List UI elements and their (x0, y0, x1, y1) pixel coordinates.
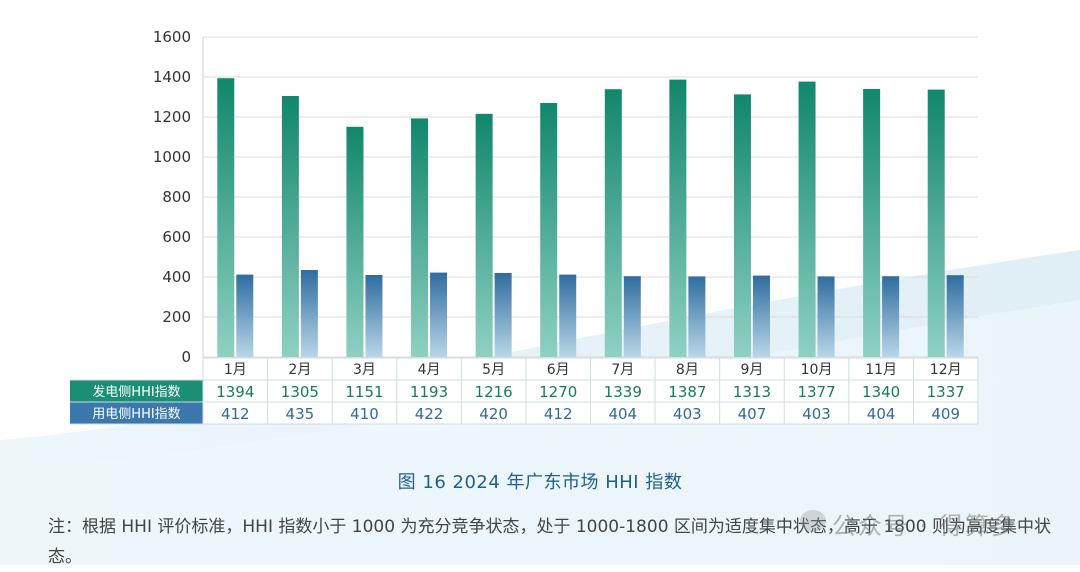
data-value-label: 403 (673, 405, 702, 423)
bar (623, 276, 641, 357)
bar (688, 276, 706, 357)
data-value-label: 1340 (862, 383, 900, 401)
data-value-label: 1387 (668, 383, 706, 401)
bar (540, 103, 558, 357)
legend-series-label: 用电侧HHI指数 (92, 407, 180, 422)
y-axis-ticks: 0 200 400 600 800 1000 1200 1400 1600 (153, 28, 191, 366)
y-tick-label: 200 (162, 308, 191, 326)
data-value-label: 1305 (281, 383, 319, 401)
data-value-label: 404 (867, 405, 896, 423)
x-category-label: 10月 (801, 362, 833, 378)
bar (236, 274, 254, 357)
bar (882, 276, 900, 357)
data-value-label: 412 (221, 405, 250, 423)
y-tick-label: 800 (162, 188, 191, 206)
x-category-label: 3月 (353, 362, 376, 378)
gridlines (202, 36, 978, 358)
bar (494, 273, 512, 357)
bar (927, 89, 945, 357)
bar (217, 78, 235, 357)
x-category-label: 9月 (740, 362, 763, 378)
legend-series-label: 发电侧HHI指数 (92, 384, 180, 400)
x-category-label: 5月 (482, 362, 505, 378)
data-value-label: 422 (415, 405, 444, 423)
x-category-label: 7月 (611, 362, 634, 378)
x-category-label: 2月 (288, 362, 311, 378)
data-value-label: 1377 (797, 383, 835, 401)
y-tick-label: 600 (162, 228, 191, 246)
bar (559, 274, 577, 357)
data-value-label: 1270 (539, 383, 577, 401)
x-category-label: 6月 (547, 362, 570, 378)
bar (430, 272, 448, 357)
data-value-label: 407 (738, 405, 767, 423)
data-value-label: 404 (608, 405, 637, 423)
data-value-label: 420 (479, 405, 508, 423)
data-value-label: 409 (931, 405, 960, 423)
wechat-icon (800, 510, 826, 532)
data-value-label: 1193 (410, 383, 448, 401)
data-value-label: 412 (544, 405, 573, 423)
bars (217, 78, 964, 358)
data-value-label: 1313 (733, 383, 771, 401)
bar (669, 79, 687, 357)
y-tick-label: 400 (162, 268, 191, 286)
data-value-label: 1216 (475, 383, 513, 401)
bar (946, 275, 964, 357)
x-category-label: 11月 (865, 362, 897, 378)
x-category-label: 1月 (224, 362, 247, 378)
bar (300, 270, 318, 357)
bar (604, 89, 622, 357)
bar (817, 276, 835, 357)
x-category-label: 4月 (418, 362, 441, 378)
data-value-label: 1337 (927, 383, 965, 401)
y-tick-label: 1200 (153, 108, 191, 126)
data-value-label: 1151 (345, 383, 383, 401)
data-value-label: 1394 (216, 383, 254, 401)
data-value-label: 435 (286, 405, 315, 423)
bar (281, 96, 299, 357)
data-value-label: 403 (802, 405, 831, 423)
y-tick-label: 0 (181, 348, 191, 366)
hhi-bar-chart: 0 200 400 600 800 1000 1200 1400 1600 1月 2月 3月 4月 5月… (70, 28, 979, 425)
bar (346, 126, 364, 357)
bar (798, 81, 816, 357)
chart-caption: 图 16 2024 年广东市场 HHI 指数 (397, 472, 683, 493)
bar (752, 275, 770, 357)
watermark: 公众号 · 得算多 (832, 512, 1017, 540)
y-tick-label: 1400 (153, 68, 191, 86)
y-tick-label: 1600 (153, 28, 191, 46)
data-value-label: 410 (350, 405, 379, 423)
x-category-label: 8月 (676, 362, 699, 378)
series-label-bg (70, 380, 203, 402)
bar (411, 118, 429, 358)
bar (475, 113, 493, 357)
x-category-label: 12月 (930, 362, 962, 378)
series-label-bg (70, 402, 203, 424)
bar (365, 275, 383, 357)
y-tick-label: 1000 (153, 148, 191, 166)
bar (863, 89, 881, 357)
data-value-label: 1339 (604, 383, 642, 401)
bar (733, 94, 751, 358)
footnote: 注：根据 HHI 评价标准，HHI 指数小于 1000 为充分竞争状态，处于 1… (48, 517, 1051, 567)
